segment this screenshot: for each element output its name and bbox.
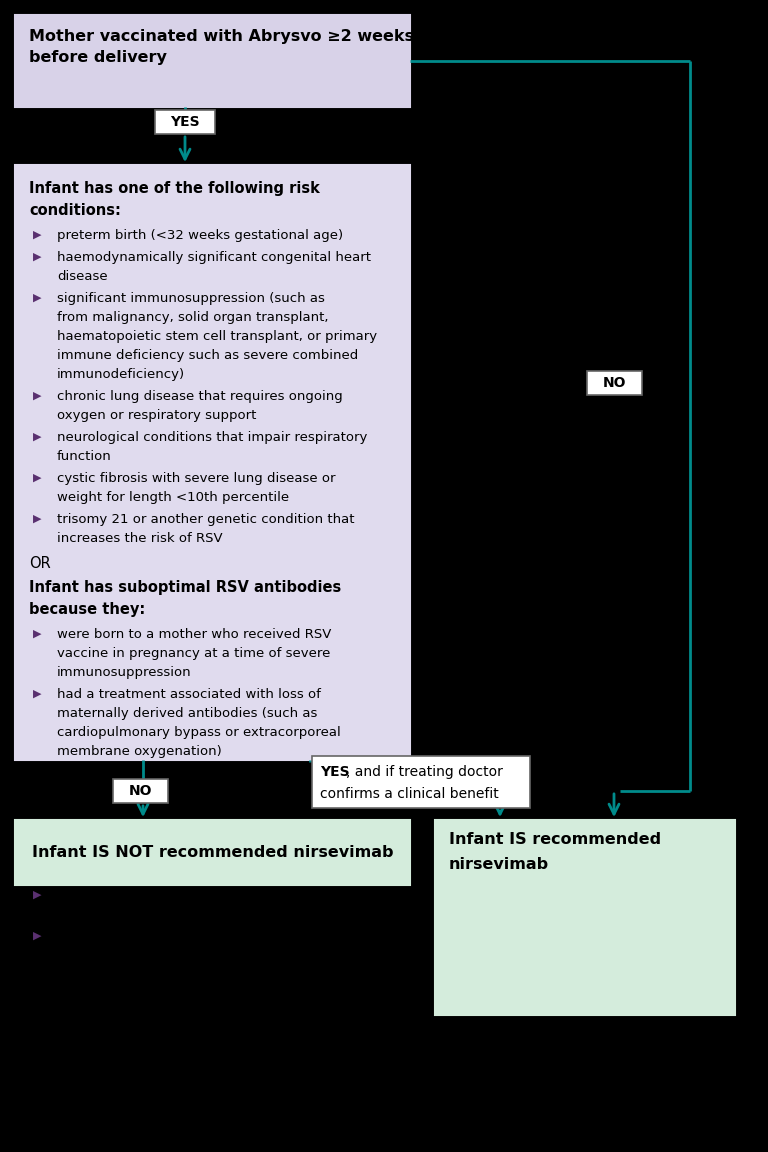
Text: ▶: ▶ xyxy=(33,473,41,483)
Text: ▶: ▶ xyxy=(33,890,41,900)
Text: Mother vaccinated with Abrysvo ≥2 weeks
before delivery: Mother vaccinated with Abrysvo ≥2 weeks … xyxy=(29,29,414,65)
Text: OR: OR xyxy=(29,556,51,571)
Text: conditions:: conditions: xyxy=(29,203,121,218)
Bar xyxy=(435,820,735,1015)
Text: Infant IS NOT recommended nirsevimab: Infant IS NOT recommended nirsevimab xyxy=(31,846,393,861)
Text: Infant IS recommended: Infant IS recommended xyxy=(449,832,661,847)
Text: ▶: ▶ xyxy=(33,514,41,524)
Text: ▶: ▶ xyxy=(33,391,41,401)
Text: ▶: ▶ xyxy=(33,293,41,303)
Text: haemodynamically significant congenital heart: haemodynamically significant congenital … xyxy=(57,251,371,264)
Text: membrane oxygenation): membrane oxygenation) xyxy=(57,745,222,758)
Text: ▶: ▶ xyxy=(33,689,41,699)
Text: vaccine in pregnancy at a time of severe: vaccine in pregnancy at a time of severe xyxy=(57,647,330,660)
Text: , and if treating doctor: , and if treating doctor xyxy=(346,765,503,779)
Bar xyxy=(15,165,410,760)
Bar xyxy=(587,371,642,395)
Text: cystic fibrosis with severe lung disease or: cystic fibrosis with severe lung disease… xyxy=(57,472,336,485)
Text: ▶: ▶ xyxy=(33,252,41,262)
Text: function: function xyxy=(57,450,112,463)
Text: because they:: because they: xyxy=(29,602,145,617)
Text: significant immunosuppression (such as: significant immunosuppression (such as xyxy=(57,291,325,305)
Text: increases the risk of RSV: increases the risk of RSV xyxy=(57,532,223,545)
Text: ▶: ▶ xyxy=(33,931,41,941)
Text: nirsevimab: nirsevimab xyxy=(449,857,549,872)
Text: Infants weighing <5 kg receive: Infants weighing <5 kg receive xyxy=(55,889,263,902)
Text: neurological conditions that impair respiratory: neurological conditions that impair resp… xyxy=(57,431,367,444)
Text: immunosuppression: immunosuppression xyxy=(57,666,192,679)
Bar xyxy=(312,756,530,808)
Text: NO: NO xyxy=(602,376,626,391)
Text: oxygen or respiratory support: oxygen or respiratory support xyxy=(57,409,257,422)
Text: Infants weighing ≥5 kg receive: Infants weighing ≥5 kg receive xyxy=(55,930,263,943)
Text: ▶: ▶ xyxy=(33,230,41,240)
Text: had a treatment associated with loss of: had a treatment associated with loss of xyxy=(57,688,321,702)
Text: NO: NO xyxy=(128,785,152,798)
Text: trisomy 21 or another genetic condition that: trisomy 21 or another genetic condition … xyxy=(57,513,355,526)
Bar xyxy=(15,15,410,107)
Text: cardiopulmonary bypass or extracorporeal: cardiopulmonary bypass or extracorporeal xyxy=(57,726,341,738)
Text: disease: disease xyxy=(57,270,108,283)
Text: Infant has one of the following risk: Infant has one of the following risk xyxy=(29,181,320,196)
Text: 50 mg nirsevimab: 50 mg nirsevimab xyxy=(55,908,176,920)
Text: YES: YES xyxy=(170,115,200,129)
Text: immunodeficiency): immunodeficiency) xyxy=(57,367,185,381)
Text: YES: YES xyxy=(320,765,349,779)
Text: preterm birth (<32 weeks gestational age): preterm birth (<32 weeks gestational age… xyxy=(57,229,343,242)
Text: ▶: ▶ xyxy=(33,629,41,639)
Text: from malignancy, solid organ transplant,: from malignancy, solid organ transplant, xyxy=(57,311,329,324)
Text: haematopoietic stem cell transplant, or primary: haematopoietic stem cell transplant, or … xyxy=(57,329,377,343)
Text: confirms a clinical benefit: confirms a clinical benefit xyxy=(320,787,498,801)
Bar xyxy=(155,109,215,134)
Text: were born to a mother who received RSV: were born to a mother who received RSV xyxy=(57,628,331,641)
Text: maternally derived antibodies (such as: maternally derived antibodies (such as xyxy=(57,707,317,720)
Bar xyxy=(113,779,168,803)
Text: ▶: ▶ xyxy=(33,432,41,442)
Text: Infant has suboptimal RSV antibodies: Infant has suboptimal RSV antibodies xyxy=(29,579,341,594)
Text: weight for length <10th percentile: weight for length <10th percentile xyxy=(57,491,289,505)
Text: 100 mg nirsevimab: 100 mg nirsevimab xyxy=(55,949,184,962)
Bar xyxy=(15,820,410,885)
Text: chronic lung disease that requires ongoing: chronic lung disease that requires ongoi… xyxy=(57,391,343,403)
Text: immune deficiency such as severe combined: immune deficiency such as severe combine… xyxy=(57,349,358,362)
